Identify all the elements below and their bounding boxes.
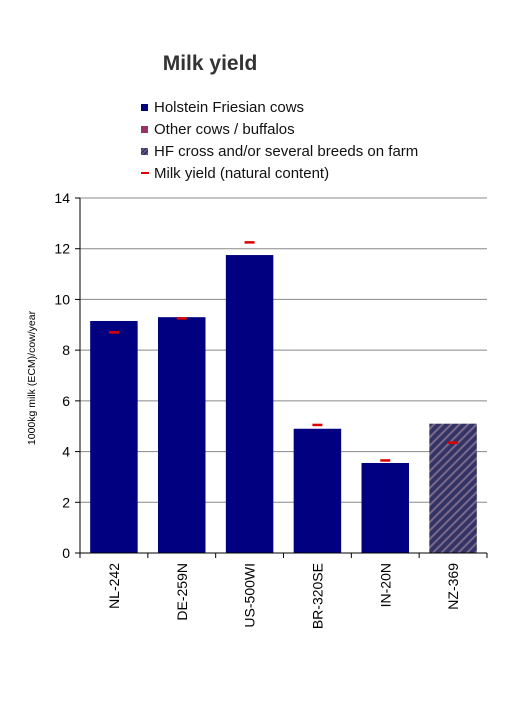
legend-swatch-hf	[141, 103, 148, 111]
bar-de-259n	[158, 317, 206, 553]
x-tick-label-br-320se: BR-320SE	[309, 563, 325, 629]
legend-item-cross: HF cross and/or several breeds on farm	[141, 140, 418, 162]
bar-in-20n	[361, 462, 409, 553]
y-tick-label: 8	[62, 342, 70, 358]
legend-label-cross: HF cross and/or several breeds on farm	[154, 142, 419, 160]
y-tick-label: 10	[54, 291, 70, 307]
legend-label-hf: Holstein Friesian cows	[154, 98, 305, 116]
bar-br-320se	[293, 428, 342, 553]
legend-label-other: Other cows / buffalos	[154, 120, 295, 138]
legend: Holstein Friesian cows Other cows / buff…	[141, 96, 418, 184]
y-tick-label: 6	[62, 393, 70, 409]
legend-swatch-other	[141, 125, 148, 133]
legend-swatch-yield	[141, 172, 149, 174]
x-tick-label-in-20n: IN-20N	[377, 563, 393, 607]
gridlines	[80, 197, 487, 503]
bar-nl-242	[90, 320, 138, 553]
legend-item-other: Other cows / buffalos	[141, 118, 418, 140]
bar-nz-369	[429, 423, 477, 553]
legend-swatch-cross	[141, 147, 148, 155]
milk-yield-markers	[108, 241, 459, 462]
tick-labels: 0 2 4 6 8 10 12 14 NL-242 DE-259N US-500WI BR-320SE…	[54, 190, 488, 629]
legend-item-hf: Holstein Friesian cows	[141, 96, 418, 118]
y-tick-label: 4	[62, 444, 70, 460]
legend-item-yield: Milk yield (natural content)	[141, 162, 418, 184]
y-tick-label: 14	[54, 190, 70, 206]
bar-us-500wi	[225, 255, 274, 553]
x-tick-label-de-259n: DE-259N	[174, 563, 190, 621]
x-tick-label-nz-369: NZ-369	[445, 563, 461, 610]
x-tick-label-us-500wi: US-500WI	[242, 563, 258, 628]
y-tick-label: 12	[54, 241, 70, 257]
y-tick-label: 0	[62, 545, 70, 561]
y-tick-label: 2	[62, 494, 70, 510]
chart-title: Milk yield	[162, 52, 258, 75]
axes	[79, 198, 487, 554]
legend-label-yield: Milk yield (natural content)	[154, 164, 330, 182]
bars	[90, 255, 477, 553]
x-tick-label-nl-242: NL-242	[106, 563, 122, 609]
